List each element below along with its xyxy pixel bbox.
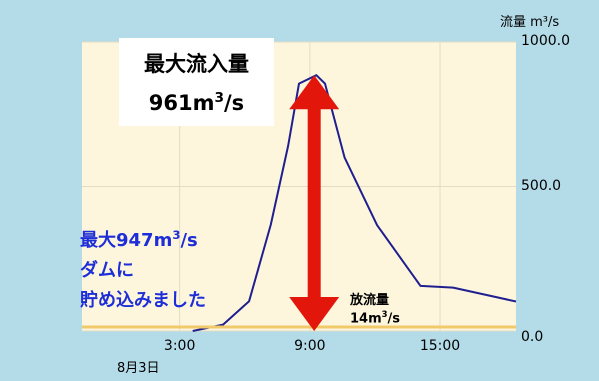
- x-tick-label: 3:00: [163, 338, 196, 354]
- peak-inflow-title: 最大流入量: [144, 52, 249, 76]
- arrow-head-down: [289, 297, 340, 331]
- release-title: 放流量: [350, 293, 390, 308]
- storage-volume-text: 最大947m3/s: [80, 228, 198, 251]
- inflow-line: [192, 74, 517, 332]
- arrow-head-up: [289, 75, 340, 110]
- peak-inflow-callout: 最大流入量 961m3/s: [119, 38, 274, 126]
- storage-line-3: 貯め込みました: [80, 290, 206, 311]
- x-tick-label: 9:00: [294, 338, 326, 354]
- y-tick-label: 1000.0: [521, 33, 570, 49]
- x-tick-label: 15:00: [419, 338, 461, 354]
- peak-inflow-value: 961m3/s: [148, 90, 245, 115]
- storage-line-2: ダムに: [80, 260, 134, 281]
- y-tick-label: 0.0: [521, 329, 544, 345]
- y-tick-label: 500.0: [521, 177, 562, 194]
- release-value: 14m3/s: [350, 309, 401, 327]
- y-axis-unit-label: 流量 m³/s: [500, 15, 560, 30]
- date-label: 8月3日: [117, 361, 160, 376]
